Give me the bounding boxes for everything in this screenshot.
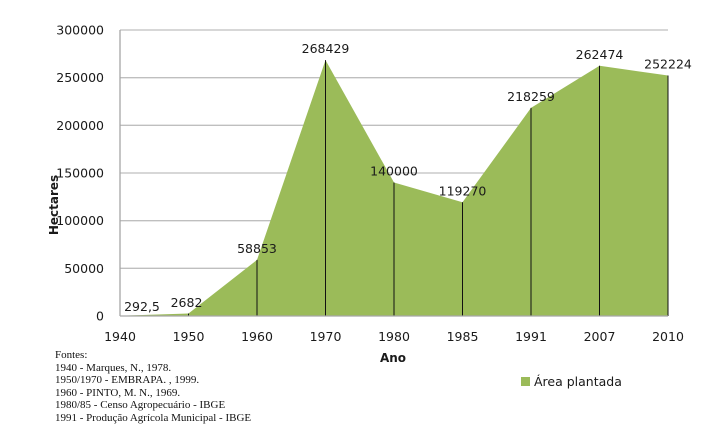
x-axis-ticks: 1940 1950 1960 1970 1980 1985 1991 2007 2010 [104,329,684,344]
data-label: 2682 [171,295,203,310]
legend: Área plantada [521,374,622,389]
x-tick-label: 2007 [584,329,616,344]
x-tick-label: 1991 [515,329,547,344]
axes [119,30,668,317]
source-line: 1960 - PINTO, M. N., 1969. [55,386,181,399]
data-label: 140000 [370,164,418,179]
legend-label: Área plantada [534,374,622,389]
legend-swatch-icon [521,377,530,386]
data-label: 119270 [439,183,487,198]
data-label: 292,5 [124,299,160,314]
y-tick-label: 50000 [64,261,104,276]
data-label: 252224 [644,57,692,72]
x-tick-label: 1980 [378,329,410,344]
y-axis-ticks: 0 50000 100000 150000 200000 250000 300000 [56,23,104,324]
y-tick-label: 0 [96,309,104,324]
y-tick-label: 200000 [56,118,104,133]
x-axis-title: Ano [380,351,406,365]
data-label: 58853 [237,241,277,256]
y-axis-title: Hectares [47,175,61,235]
x-tick-label: 2010 [652,329,684,344]
x-tick-label: 1970 [310,329,342,344]
x-tick-label: 1950 [173,329,205,344]
data-labels: 292,5 2682 58853 268429 140000 119270 218259 26… [124,41,692,314]
source-line: 1980/85 - Censo Agropecuário - IBGE [55,399,226,412]
y-tick-label: 250000 [56,70,104,85]
x-tick-label: 1960 [241,329,273,344]
sources-note: Fontes: 1940 - Marques, N., 1978. 1950/1… [55,349,251,425]
source-line: 1991 - Produção Agrícola Municipal - IBG… [55,411,252,424]
x-tick-label: 1985 [447,329,479,344]
sources-heading: Fontes: [55,349,88,361]
source-line: 1950/1970 - EMBRAPA. , 1999. [55,374,200,387]
source-line: 1940 - Marques, N., 1978. [55,361,172,374]
y-tick-label: 150000 [56,166,104,181]
data-label: 268429 [302,41,350,56]
y-tick-label: 300000 [56,23,104,38]
data-label: 262474 [576,47,624,62]
drop-lines [188,60,669,316]
x-tick-label: 1940 [104,329,136,344]
y-tick-label: 100000 [56,213,104,228]
data-label: 218259 [507,89,555,104]
